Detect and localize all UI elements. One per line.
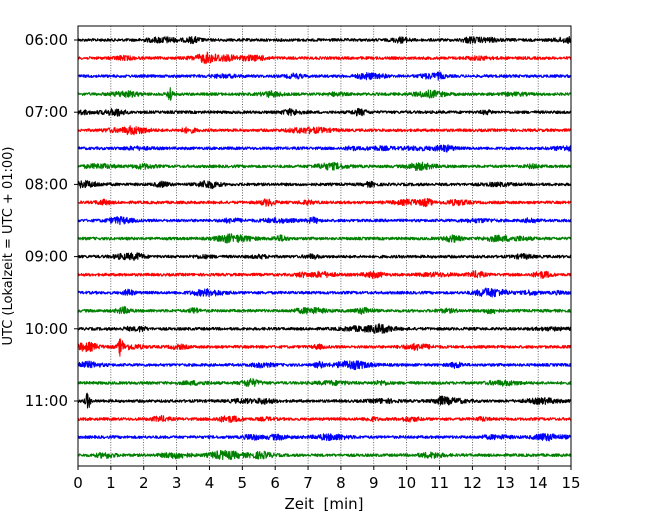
x-tick-label: 2	[139, 474, 149, 492]
plot-frame	[77, 25, 572, 467]
trace-0745	[77, 161, 572, 172]
trace-0715	[77, 125, 572, 136]
minute-grid	[110, 26, 539, 466]
x-tick-label: 0	[73, 474, 83, 492]
y-tick-label: 09:00	[25, 248, 68, 266]
y-tick-label: 06:00	[25, 31, 68, 49]
seismic-traces	[77, 36, 572, 461]
x-tick-label: 10	[397, 474, 416, 492]
trace-1045	[77, 378, 572, 388]
y-tick-label: 10:00	[25, 320, 68, 338]
trace-1015	[77, 338, 572, 357]
x-tick-label: 13	[496, 474, 515, 492]
trace-1000	[77, 323, 572, 334]
trace-0900	[77, 252, 572, 261]
trace-1100	[77, 392, 572, 409]
trace-0830	[77, 216, 572, 226]
x-tick-label: 14	[529, 474, 548, 492]
y-tick-label: 07:00	[25, 103, 68, 121]
x-tick-label: 4	[205, 474, 215, 492]
x-tick-label: 15	[561, 474, 580, 492]
trace-0945	[77, 306, 572, 315]
x-tick-label: 8	[336, 474, 346, 492]
trace-0845	[77, 233, 572, 244]
trace-0815	[77, 197, 572, 208]
trace-0645	[77, 87, 572, 101]
trace-1030	[77, 360, 572, 371]
x-tick-label: 1	[106, 474, 116, 492]
trace-0600	[77, 36, 572, 45]
trace-0800	[77, 179, 572, 190]
x-tick-label: 5	[238, 474, 248, 492]
x-axis-label: Zeit [min]	[284, 495, 363, 513]
x-tick-label: 12	[463, 474, 482, 492]
y-axis-ticks: 06:00 07:00 08:00 09:00 10:00 11:00	[25, 31, 78, 410]
trace-0700	[77, 107, 572, 117]
y-tick-label: 08:00	[25, 175, 68, 193]
trace-0915	[77, 270, 572, 280]
y-axis-label: UTC (Lokalzeit = UTC + 01:00)	[1, 147, 16, 346]
trace-1145	[77, 449, 572, 461]
trace-0615	[77, 51, 572, 65]
trace-1115	[77, 415, 572, 424]
x-axis-ticks: 0 1 2 3 4 5 6 7 8 9 10 11 12 13 14 15	[73, 466, 581, 492]
x-tick-label: 6	[270, 474, 280, 492]
y-tick-label: 11:00	[25, 392, 68, 410]
x-tick-label: 7	[303, 474, 313, 492]
x-tick-label: 9	[369, 474, 379, 492]
trace-0730	[77, 144, 572, 153]
trace-0930	[77, 287, 572, 298]
trace-0630	[77, 71, 572, 81]
trace-1130	[77, 432, 572, 442]
x-tick-label: 3	[172, 474, 182, 492]
x-tick-label: 11	[430, 474, 449, 492]
